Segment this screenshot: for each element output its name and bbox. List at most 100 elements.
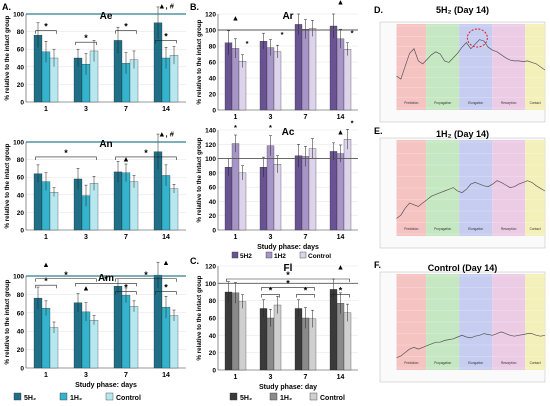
bar xyxy=(273,304,282,371)
significance-mark: * xyxy=(164,283,168,293)
significance-mark: * xyxy=(44,276,48,286)
phase-zone-label: Prediction xyxy=(404,227,418,231)
bar xyxy=(153,274,163,369)
legend-b: 5H2 1H2 Control xyxy=(231,251,331,260)
y-tick-label: 80 xyxy=(17,29,25,36)
legend-b-swatch-2 xyxy=(265,251,273,259)
legend-a-label-1: 5H₂ xyxy=(24,395,36,402)
significance-bracket xyxy=(115,30,137,34)
significance-bracket xyxy=(261,287,315,291)
phase-zone-label: Elongation xyxy=(468,227,483,231)
phase-zone-label: Contact xyxy=(530,361,541,365)
y-tick-label: 120 xyxy=(205,12,216,19)
y-tick-label: 20 xyxy=(17,347,25,354)
y-tick-label: 60 xyxy=(209,60,217,67)
y-tick-label: 80 xyxy=(209,298,217,305)
x-tick-label: 3 xyxy=(269,114,273,121)
bar xyxy=(329,25,338,111)
y-tick-label: 40 xyxy=(17,192,25,199)
x-tick-label: 7 xyxy=(304,114,308,121)
significance-mark: ▲ xyxy=(337,0,344,6)
chart-title: 5H₂ (Day 14) xyxy=(436,5,489,15)
legend-b-label-3: Control xyxy=(308,253,331,260)
bar xyxy=(129,181,139,231)
phase-zone-label: Contact xyxy=(530,101,541,105)
legend-a-label-3: Control xyxy=(116,395,141,402)
significance-mark: * xyxy=(286,270,290,280)
y-tick-label: 60 xyxy=(209,316,217,323)
panel-letter-c: C. xyxy=(190,256,199,266)
x-axis-label: Study phase: day xyxy=(259,384,317,391)
bar xyxy=(49,327,59,369)
legend-c-label-2: 1H₂ xyxy=(280,395,292,402)
significance-mark: ▲ xyxy=(337,262,344,271)
bar xyxy=(273,51,282,111)
bar xyxy=(273,164,282,231)
y-tick-label: 120 xyxy=(205,142,216,149)
y-tick-label: 0 xyxy=(20,228,24,235)
significance-bracket xyxy=(115,291,137,295)
phase-zone-label: Resorption xyxy=(501,227,517,231)
significance-mark: * xyxy=(234,123,237,132)
y-tick-label: 60 xyxy=(209,185,217,192)
bar xyxy=(224,166,233,231)
y-tick-label: 0 xyxy=(212,228,216,235)
significance-bracket xyxy=(261,294,280,298)
significance-bracket xyxy=(75,283,137,287)
x-tick-label: 3 xyxy=(84,106,88,113)
significance-bracket xyxy=(331,294,350,298)
x-tick-label: 1 xyxy=(234,234,238,241)
bar xyxy=(329,151,338,231)
significance-mark: * xyxy=(64,148,68,158)
phase-zone-label: Prediction xyxy=(404,101,418,105)
significance-mark: * xyxy=(144,148,148,158)
y-axis-label: % relative to the intact group xyxy=(4,143,11,228)
bar xyxy=(294,308,303,371)
significance-bracket xyxy=(155,40,177,44)
x-tick-label: 14 xyxy=(337,234,345,241)
x-tick-label: 14 xyxy=(337,374,345,381)
y-tick-label: 60 xyxy=(17,47,25,54)
significance-mark: * xyxy=(269,286,273,296)
legend-a-label-2: 1H₂ xyxy=(70,395,82,402)
bar xyxy=(169,315,179,369)
bar xyxy=(238,61,247,111)
chart-f: Prediction Propagation Elongation Resorptio… xyxy=(379,263,546,383)
phase-zone-label: Propagation xyxy=(434,227,451,231)
bar xyxy=(49,192,59,231)
chart-ac: 0 20 40 60 80 100 120 140 * * ▲ * 1 3 7 14 Ac % relative … xyxy=(196,119,358,251)
significance-bracket xyxy=(35,278,97,282)
y-tick-label: 120 xyxy=(205,264,216,271)
phase-zone-label: Prediction xyxy=(404,361,418,365)
legend-c-swatch-2 xyxy=(269,392,278,401)
bar xyxy=(113,285,123,369)
phase-zone-label: Resorption xyxy=(501,361,517,365)
legend-a-swatch-3 xyxy=(105,392,114,401)
phase-zone-label: Resorption xyxy=(501,101,517,105)
chart-title: Ac xyxy=(282,127,295,138)
y-tick-label: 100 xyxy=(205,281,216,288)
bar xyxy=(231,292,240,371)
bar xyxy=(308,148,317,231)
x-tick-label: 14 xyxy=(162,106,170,113)
x-tick-label: 7 xyxy=(304,374,308,381)
significance-mark: * xyxy=(124,22,128,32)
y-tick-label: 0 xyxy=(20,100,24,107)
bar xyxy=(259,308,268,371)
y-tick-label: 100 xyxy=(205,156,216,163)
y-tick-label: 40 xyxy=(209,199,217,206)
chart-title: Am xyxy=(98,273,114,284)
trace-line xyxy=(396,39,546,80)
bar xyxy=(343,139,352,231)
panel-letter-e: E. xyxy=(374,126,383,136)
y-tick-label: 80 xyxy=(209,170,217,177)
y-axis-label: % relative to the intact group xyxy=(4,279,11,364)
x-tick-label: 7 xyxy=(304,234,308,241)
bar xyxy=(169,188,179,231)
y-tick-label: 20 xyxy=(209,213,217,220)
y-tick-label: 100 xyxy=(13,140,24,147)
legend-a: 5H₂ 1H₂ Control xyxy=(13,392,141,402)
